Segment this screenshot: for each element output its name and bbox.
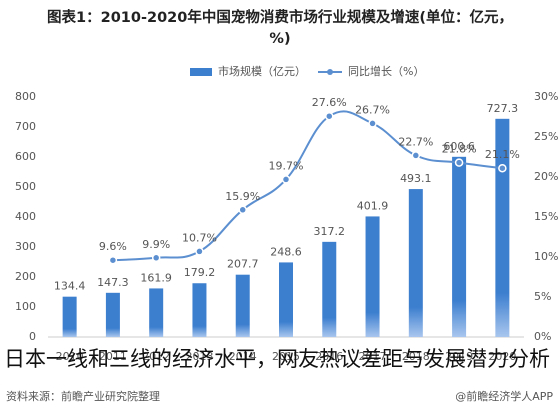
bar <box>192 283 207 337</box>
bar-value-label: 317.2 <box>314 225 346 238</box>
y-tick-label: 300 <box>15 240 36 253</box>
y-tick-label: 400 <box>15 210 36 223</box>
line-value-label: 9.9% <box>142 238 170 251</box>
y-tick-label: 600 <box>15 150 36 163</box>
y2-tick-label: 20% <box>534 170 558 183</box>
y-tick-label: 100 <box>15 300 36 313</box>
legend-label: 同比增长（%） <box>348 64 424 78</box>
line <box>112 110 503 262</box>
bar <box>235 274 250 337</box>
legend-label: 市场规模（亿元） <box>218 64 306 78</box>
line-value-label: 22.7% <box>398 135 433 148</box>
y2-tick-label: 25% <box>534 130 558 143</box>
bar-value-label: 248.6 <box>270 245 302 258</box>
source: 资料来源：前瞻产业研究院整理 <box>6 389 160 403</box>
line-point <box>368 119 377 128</box>
line-value-label: 19.7% <box>269 159 304 172</box>
credit: @前瞻经济学人APP <box>455 389 553 403</box>
y-tick-label: 700 <box>15 120 36 133</box>
line-point <box>281 175 291 184</box>
line-value-label: 21.8% <box>442 143 477 156</box>
legend-swatch <box>327 69 333 75</box>
bar <box>495 118 510 337</box>
line-point <box>498 163 507 173</box>
bar-value-label: 493.1 <box>400 172 432 185</box>
x-tick-label: 2010 <box>56 350 84 363</box>
y-tick-label: 500 <box>15 180 36 193</box>
bar-value-label: 134.4 <box>54 280 86 293</box>
y-tick-label: 200 <box>15 270 36 283</box>
line-point <box>411 151 421 160</box>
bar-value-label: 727.3 <box>487 102 519 115</box>
legend-swatch <box>190 68 212 76</box>
line-point <box>238 205 247 215</box>
line-value-label: 21.1% <box>485 148 520 161</box>
line-value-label: 15.9% <box>225 190 260 203</box>
y2-tick-label: 0% <box>534 330 551 343</box>
line-point <box>325 111 334 121</box>
y-tick-label: 0 <box>29 330 36 343</box>
bar <box>149 288 164 337</box>
line-value-label: 9.6% <box>99 240 127 253</box>
bar-value-label: 179.2 <box>184 266 216 279</box>
x-tick-label: 2016 <box>315 350 343 363</box>
line-point <box>151 253 161 263</box>
line-value-label: 26.7% <box>355 103 390 116</box>
bar <box>408 189 423 337</box>
x-tick-label: 2017 <box>359 350 387 363</box>
line-value-label: 27.6% <box>312 96 347 109</box>
bar-value-label: 600.6 <box>443 140 475 153</box>
x-tick-label: 2012 <box>142 350 170 363</box>
x-tick-label: 2020 <box>488 350 516 363</box>
line-value-label: 10.7% <box>182 231 217 244</box>
bar <box>322 241 337 337</box>
x-tick-label: 2013 <box>185 350 213 363</box>
bar-value-label: 147.3 <box>97 276 129 289</box>
x-tick-label: 2014 <box>229 350 257 363</box>
y2-tick-label: 30% <box>534 90 558 103</box>
bar-value-label: 401.9 <box>357 199 389 212</box>
x-tick-label: 2015 <box>272 350 300 363</box>
bar <box>62 296 77 337</box>
y2-tick-label: 5% <box>534 290 551 303</box>
x-tick-label: 2019 <box>445 350 473 363</box>
bar-value-label: 207.7 <box>227 258 259 271</box>
bar <box>365 216 380 337</box>
y-tick-label: 800 <box>15 90 36 103</box>
line-point <box>454 158 464 167</box>
x-tick-label: 2011 <box>99 350 127 363</box>
overlay-caption: 日本一线和三线的经济水平，网友热议差距与发展潜力分析 <box>4 347 550 371</box>
bar <box>105 292 120 337</box>
chart-title: 图表1：2010-2020年中国宠物消费市场行业规模及增速(单位：亿元，%) <box>47 10 513 47</box>
y2-tick-label: 10% <box>534 250 558 263</box>
bar <box>279 262 293 337</box>
line-point <box>108 255 118 265</box>
bar-value-label: 161.9 <box>140 271 172 284</box>
y2-tick-label: 15% <box>534 210 558 223</box>
line-point <box>195 247 204 256</box>
bar <box>452 156 467 337</box>
x-tick-label: 2018 <box>402 350 430 363</box>
